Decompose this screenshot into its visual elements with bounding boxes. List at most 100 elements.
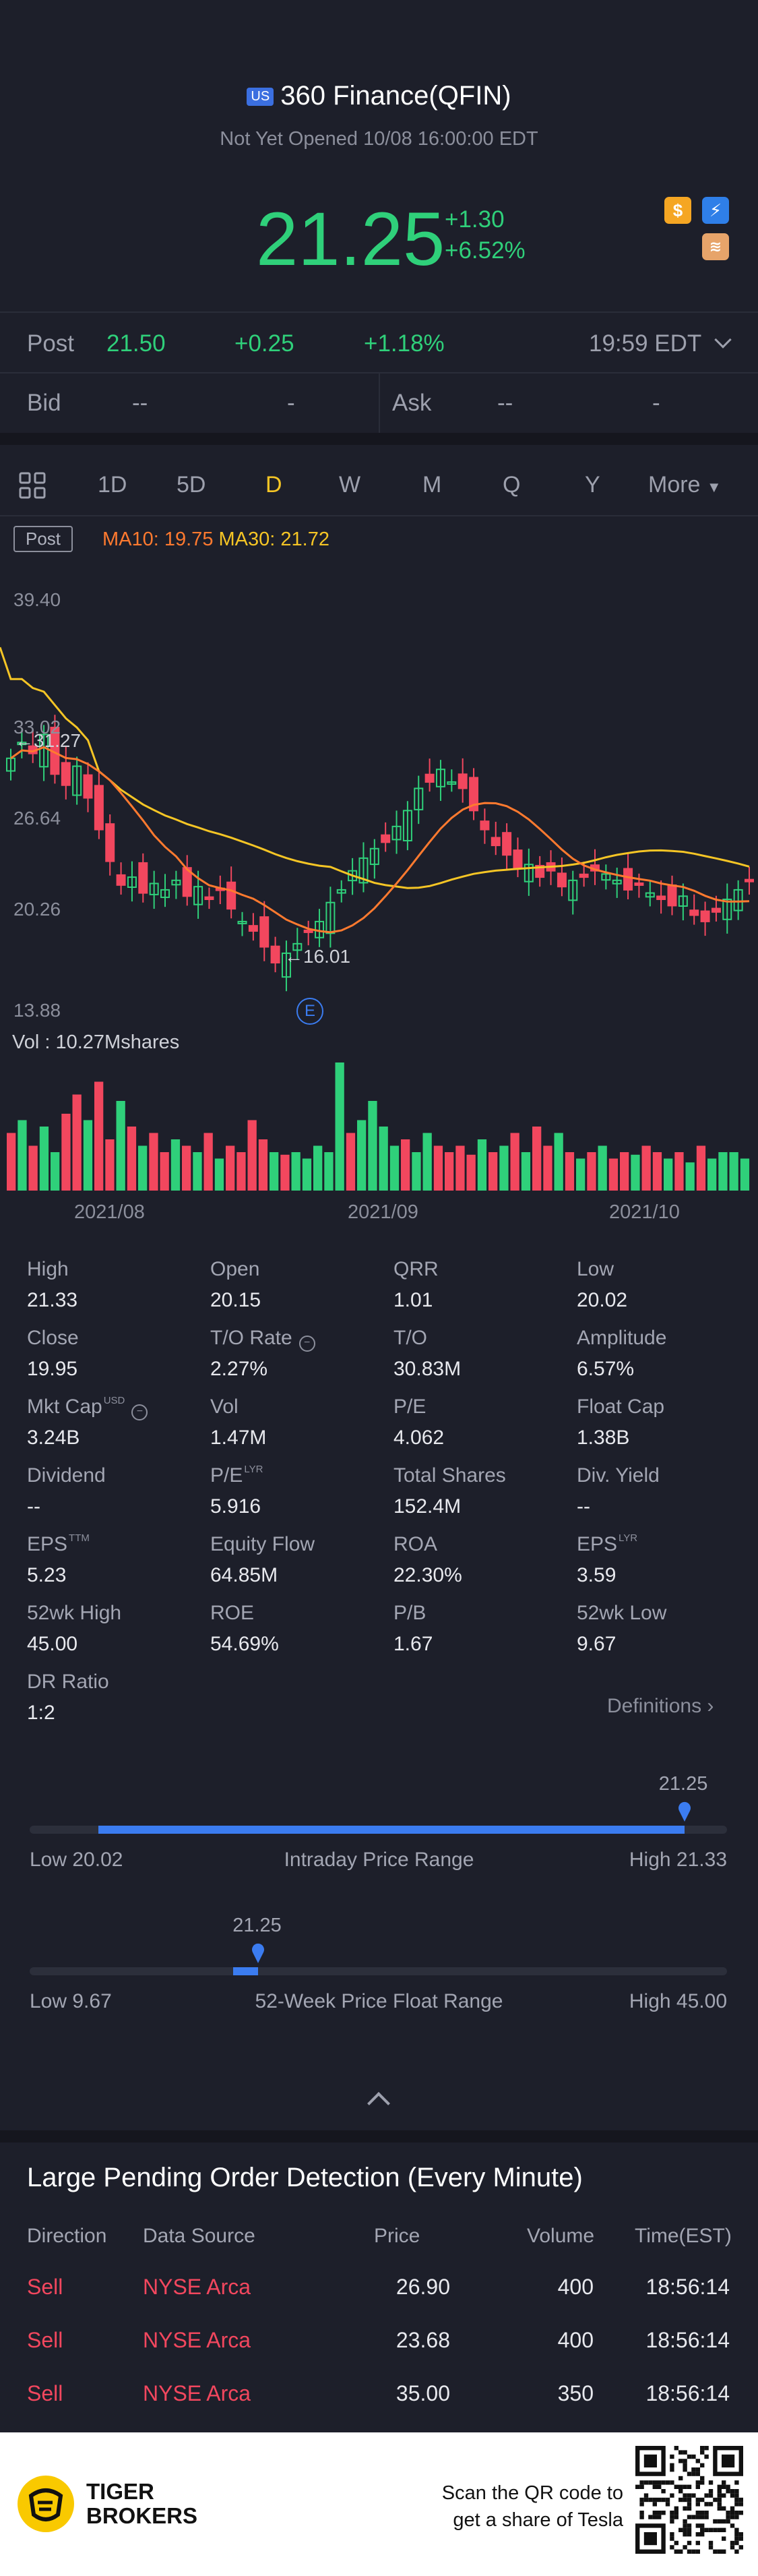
qr-code-icon[interactable]	[635, 2446, 743, 2554]
stat-label-text: DR Ratio	[27, 1671, 109, 1693]
week52-high: High 45.00	[629, 1990, 727, 2012]
volume-bar	[270, 1152, 279, 1191]
volume-bar	[696, 1145, 706, 1191]
candle-down	[667, 884, 677, 907]
stock-name: 360 Finance(QFIN)	[280, 81, 511, 111]
table-cell: 23.68	[396, 2328, 450, 2352]
post-time-selector[interactable]: 19:59 EDT	[589, 330, 732, 357]
volume-bar	[631, 1154, 640, 1191]
stat-label: 52wk High	[27, 1602, 121, 1625]
stat-label: Low	[577, 1258, 614, 1281]
intraday-range-fill	[98, 1826, 685, 1834]
col-data-source: Data Source	[143, 2225, 255, 2247]
x-tick-label: 2021/10	[609, 1201, 680, 1223]
collapse-chevron-icon[interactable]	[367, 2092, 390, 2115]
table-cell: Sell	[27, 2275, 63, 2299]
week52-title: 52-Week Price Float Range	[255, 1990, 503, 2012]
table-cell: 26.90	[396, 2275, 450, 2299]
candle-up	[678, 895, 688, 907]
candle-down	[182, 867, 192, 897]
stat-label-text: T/O	[393, 1327, 427, 1349]
chevron-right-icon: ›	[707, 1695, 714, 1717]
table-cell: NYSE Arca	[143, 2275, 251, 2299]
stat-value: 1.38B	[577, 1427, 630, 1449]
bid-label: Bid	[27, 390, 61, 416]
earnings-event-icon[interactable]: E	[296, 998, 323, 1025]
candle-down	[502, 832, 512, 856]
volume-bar	[554, 1133, 563, 1191]
info-icon[interactable]: −	[131, 1404, 148, 1420]
volume-bar	[203, 1133, 213, 1191]
candle-up	[171, 879, 181, 886]
volume-bar	[236, 1152, 246, 1191]
stat-value: 1.01	[393, 1289, 433, 1311]
table-cell: 350	[557, 2381, 594, 2405]
info-icon[interactable]: −	[298, 1336, 315, 1352]
candle-down	[116, 874, 126, 886]
candle-up	[39, 733, 49, 768]
volume-bar	[7, 1133, 16, 1191]
volume-bar	[182, 1145, 191, 1191]
layout-grid-icon[interactable]	[19, 472, 46, 502]
volume-bar	[357, 1120, 367, 1191]
price-chart[interactable]	[0, 580, 758, 1025]
volume-bar	[138, 1145, 148, 1191]
candle-down	[248, 925, 258, 932]
dollar-icon[interactable]: $	[664, 197, 691, 224]
stat-label: EPS LYR	[577, 1532, 637, 1556]
stat-label-text: T/O Rate	[210, 1327, 292, 1349]
tab-month[interactable]: M	[422, 472, 442, 498]
candle-up	[568, 879, 578, 901]
tab-week[interactable]: W	[339, 472, 361, 498]
candle-down	[535, 865, 545, 878]
tab-year[interactable]: Y	[585, 472, 600, 498]
tab-1d[interactable]: 1D	[98, 472, 127, 498]
tab-quarter[interactable]: Q	[503, 472, 521, 498]
candle-up	[348, 870, 358, 882]
tab-day[interactable]: D	[265, 472, 282, 498]
high-marker-value: 31.27	[34, 730, 82, 751]
volume-bar	[116, 1101, 125, 1191]
candle-up	[358, 857, 369, 884]
section-separator	[0, 2130, 758, 2143]
stat-label-text: Mkt Cap	[27, 1396, 102, 1418]
stat-label: Float Cap	[577, 1396, 664, 1418]
candle-down	[579, 873, 589, 878]
col-price: Price	[374, 2225, 420, 2247]
week52-marker-value: 21.25	[232, 1915, 282, 1936]
candle-up	[336, 889, 346, 894]
stat-label-text: Div. Yield	[577, 1464, 660, 1487]
candle-up	[149, 882, 159, 895]
market-badge: US	[247, 88, 274, 106]
post-badge: Post	[13, 526, 73, 552]
candle-down	[303, 929, 313, 933]
candle-down	[83, 774, 93, 799]
stock-title: US 360 Finance(QFIN)	[0, 81, 758, 111]
coin-stack-icon[interactable]: ≋	[702, 233, 729, 260]
table-cell: 400	[557, 2328, 594, 2352]
stat-value: 5.23	[27, 1564, 67, 1586]
stat-label-text: P/E	[393, 1396, 427, 1418]
volume-bar	[685, 1162, 695, 1191]
candle-up	[17, 742, 27, 746]
lightning-icon[interactable]: ⚡	[702, 197, 729, 224]
y-tick-label: 26.64	[13, 808, 61, 829]
stat-label-text: Float Cap	[577, 1396, 665, 1418]
candle-up	[435, 769, 445, 787]
promo-text: Scan the QR code to get a share of Tesla	[442, 2480, 623, 2534]
high-marker: ←31.27	[15, 730, 82, 751]
tab-5d[interactable]: 5D	[177, 472, 206, 498]
volume-bar	[389, 1145, 400, 1191]
table-cell: Sell	[27, 2381, 63, 2405]
volume-bar	[214, 1158, 224, 1191]
promo-footer[interactable]: TIGER BROKERS Scan the QR code to get a …	[0, 2432, 758, 2576]
stat-value: --	[577, 1495, 590, 1518]
stat-label-text: 52wk Low	[577, 1602, 667, 1624]
col-volume: Volume	[527, 2225, 595, 2247]
candle-up	[402, 810, 412, 841]
definitions-link[interactable]: Definitions ›	[607, 1695, 714, 1718]
tab-more[interactable]: More ▼	[648, 472, 722, 498]
stat-value: 3.24B	[27, 1427, 80, 1449]
stat-value: 152.4M	[393, 1495, 462, 1518]
stat-label: Equity Flow	[210, 1533, 315, 1556]
